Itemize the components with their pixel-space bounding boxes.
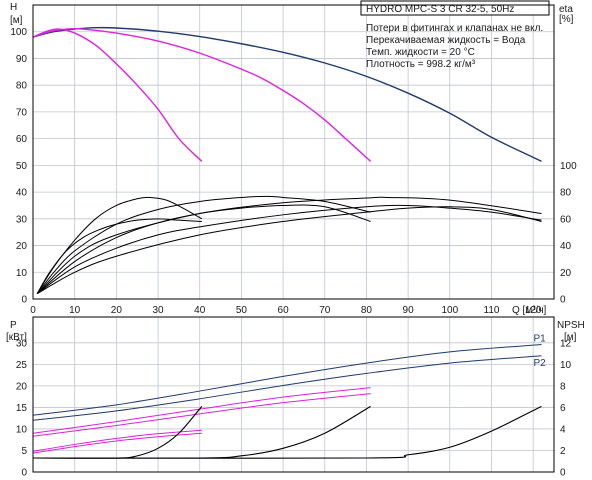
power-tick-label: 5 [21,446,27,457]
x-tick-label: 10 [69,305,81,316]
chart-title: HYDRO MPC-S 3 CR 32-5, 50Hz [366,4,514,15]
power-curve-5 [32,429,202,452]
npsh-curve-9 [32,405,542,459]
bottom-plot-frame [32,316,555,473]
x-tick-label: 60 [278,305,290,316]
power-tick-label: 0 [21,468,27,479]
head-tick-label: 30 [16,214,28,225]
efficiency-curve-7 [36,218,202,294]
power-axis-label: P [10,320,17,331]
power-tick-label: 10 [16,424,28,435]
power-curve-3 [32,387,371,434]
x-tick-label: 30 [152,305,164,316]
x-tick-label: 110 [484,305,500,316]
x-tick-label: 0 [30,305,36,316]
efficiency-curve-10 [36,206,542,295]
head-tick-label: 20 [16,241,28,252]
power-tick-label: 20 [16,381,28,392]
head-axis-label: H [10,2,17,13]
eta-tick-label: 80 [560,188,572,199]
eta-tick-label: 20 [560,268,572,279]
p2-curve [32,355,542,421]
head-axis-unit: [м] [10,15,23,26]
head-tick-label: 40 [16,188,28,199]
npsh-tick-label: 8 [560,381,566,392]
x-tick-label: 70 [319,305,331,316]
x-tick-label: 40 [194,305,206,316]
head-tick-label: 60 [16,134,28,145]
p2-label: P2 [533,358,546,369]
head-tick-label: 0 [21,295,27,306]
x-tick-label: 90 [403,305,415,316]
head-curve-1 [32,26,542,162]
eta-tick-label: 100 [560,161,577,172]
x-tick-label: 50 [236,305,248,316]
head-tick-label: 90 [16,54,28,65]
x-tick-label: 80 [361,305,373,316]
head-tick-label: 50 [16,161,28,172]
flow-axis-label: Q [м³/ч] [512,305,547,316]
head-tick-label: 100 [10,27,27,38]
p1-label: P1 [533,334,546,345]
efficiency-curve-9 [36,204,542,295]
info-note-losses: Потери в фитингах и клапанах не вкл. [366,22,543,34]
eta-axis-label: eta [559,4,573,15]
head-tick-label: 10 [16,268,28,279]
eta-tick-label: 60 [560,214,572,225]
power-curve-6 [32,432,202,454]
x-tick-label: 120 [525,305,542,316]
power-tick-label: 25 [16,360,28,371]
npsh-tick-label: 2 [560,446,566,457]
efficiency-curve-5 [36,195,371,294]
npsh-tick-label: 4 [560,424,566,435]
head-tick-label: 70 [16,107,28,118]
x-tick-label: 20 [111,305,123,316]
top-plot-frame [32,4,555,300]
npsh-axis-label: NPSH [557,320,585,331]
frame-layer [32,4,555,473]
ticks-layer: 0 10 20 30 40 50 60 70 80 90 100 110 120010203040506… [10,27,577,478]
p1-curve [32,344,542,416]
head-curve-3 [32,28,203,162]
power-tick-label: 30 [16,338,28,349]
eta-tick-label: 40 [560,241,572,252]
power-axis-unit: [кВт] [6,332,27,343]
eta-tick-label: 0 [560,295,566,306]
npsh-tick-label: 12 [560,338,572,349]
npsh-tick-label: 6 [560,403,566,414]
info-note-temperature: Темп. жидкости = 20 °C [366,47,475,58]
head-curve-2 [32,27,372,162]
npsh-tick-label: 0 [560,468,566,479]
power-tick-label: 15 [16,403,28,414]
info-note-liquid: Перекачиваемая жидкость = Вода [366,35,526,46]
info-note-density: Плотность = 998.2 кг/м³ [366,59,476,70]
power-curve-4 [32,393,371,437]
curves-layer [32,26,542,459]
efficiency-curve-6 [36,196,542,295]
head-tick-label: 80 [16,81,28,92]
efficiency-curve-8 [36,204,371,295]
npsh-axis-unit: [м] [564,332,577,343]
npsh-tick-label: 10 [560,360,572,371]
x-tick-label: 100 [441,305,458,316]
series-labels-layer: P1 P2 [533,334,546,369]
eta-axis-unit: [%] [559,14,574,25]
